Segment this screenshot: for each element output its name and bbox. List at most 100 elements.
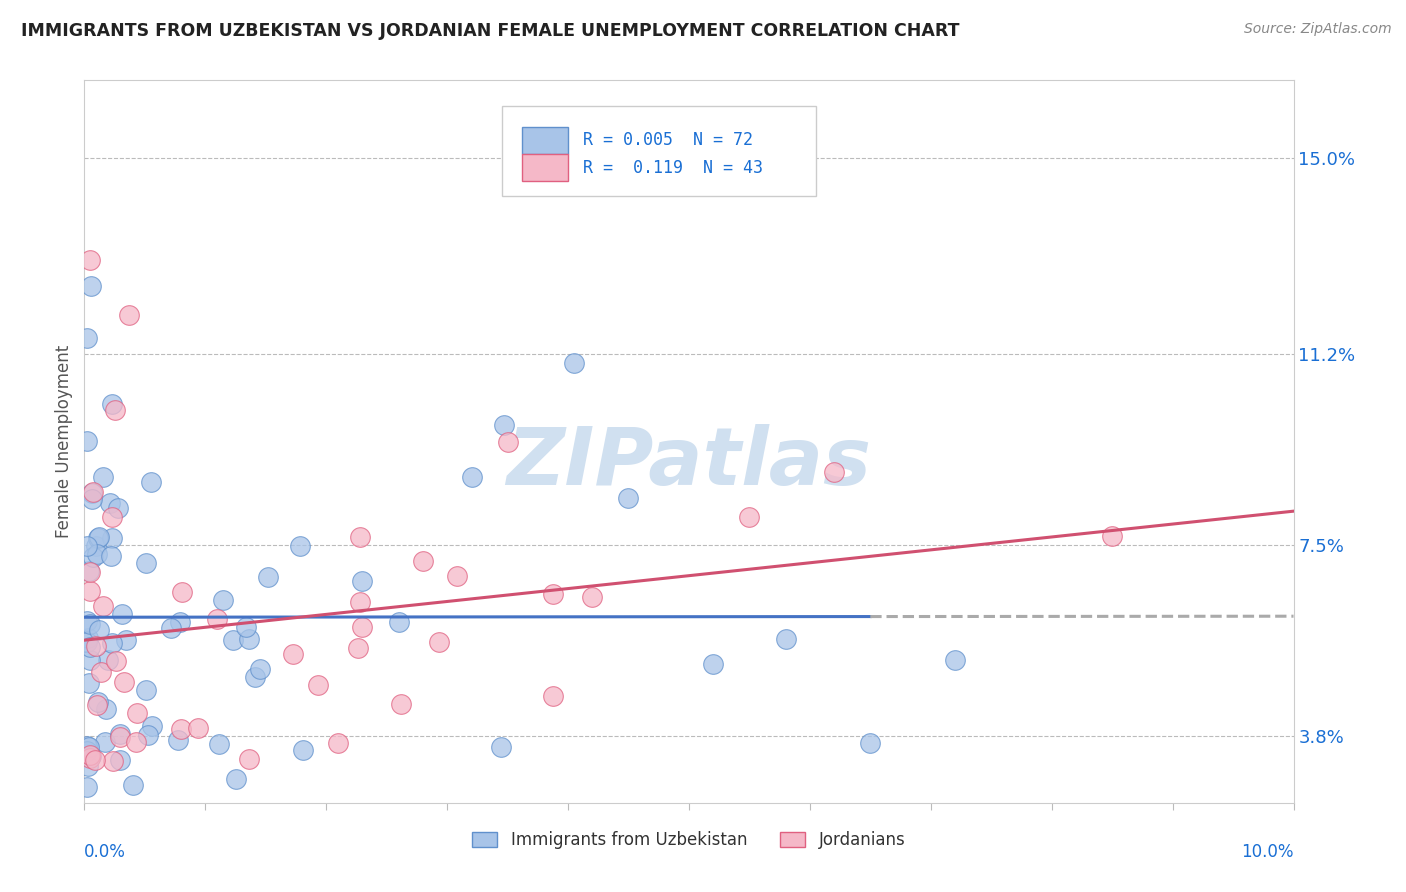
Point (101, 531, 124, 545)
Text: IMMIGRANTS FROM UZBEKISTAN VS JORDANIAN FEMALE UNEMPLOYMENT CORRELATION CHART: IMMIGRANTS FROM UZBEKISTAN VS JORDANIAN … (21, 22, 959, 40)
Point (86, 695, 108, 709)
Point (702, 657, 724, 671)
Point (79, 640, 101, 654)
Point (107, 500, 129, 515)
Point (76, 744, 98, 758)
Point (245, 671, 267, 685)
Point (76, 331, 98, 345)
Point (187, 721, 209, 735)
Y-axis label: Female Unemployment: Female Unemployment (55, 345, 73, 538)
Point (100, 549, 122, 563)
Point (350, 574, 373, 588)
Point (76, 614, 98, 628)
Point (76, 739, 98, 753)
Point (87, 623, 110, 637)
Point (127, 706, 149, 721)
Point (225, 772, 247, 786)
Point (541, 587, 564, 601)
Point (104, 653, 127, 667)
Point (77, 759, 100, 773)
Point (169, 615, 191, 630)
Point (101, 755, 124, 769)
Point (617, 491, 640, 505)
Point (222, 632, 245, 647)
Point (84, 640, 107, 654)
Point (80, 748, 103, 763)
Point (80, 491, 103, 506)
Point (80, 485, 103, 500)
Point (257, 570, 280, 584)
Point (118, 308, 141, 322)
Point (108, 731, 131, 745)
Text: Source: ZipAtlas.com: Source: ZipAtlas.com (1244, 22, 1392, 37)
Point (328, 736, 350, 750)
Point (76, 434, 98, 449)
Point (104, 403, 127, 417)
Point (76, 539, 98, 553)
FancyBboxPatch shape (502, 105, 815, 196)
FancyBboxPatch shape (522, 154, 568, 181)
Text: R = 0.005  N = 72: R = 0.005 N = 72 (582, 131, 752, 149)
Point (775, 632, 797, 647)
Point (160, 621, 183, 635)
Point (859, 736, 882, 750)
Point (307, 678, 329, 692)
Point (170, 585, 193, 599)
Point (135, 556, 157, 570)
Point (79, 565, 101, 579)
Point (84, 753, 107, 767)
Text: 0.0%: 0.0% (84, 843, 127, 861)
Point (288, 539, 311, 553)
Point (108, 726, 131, 740)
Point (346, 641, 368, 656)
Point (79, 616, 101, 631)
Point (494, 418, 516, 433)
Point (388, 615, 411, 629)
Point (90, 665, 112, 679)
Point (135, 682, 157, 697)
Point (86, 698, 108, 712)
Point (461, 470, 484, 484)
Point (100, 509, 122, 524)
Point (79, 653, 101, 667)
Point (427, 635, 450, 649)
Text: R =  0.119  N = 43: R = 0.119 N = 43 (582, 159, 762, 177)
Point (108, 752, 131, 766)
Point (170, 723, 193, 737)
Point (283, 647, 305, 661)
Point (77, 564, 100, 578)
Point (291, 743, 314, 757)
Point (111, 607, 134, 621)
Point (446, 568, 468, 582)
Point (76, 631, 98, 645)
Point (581, 590, 603, 604)
Point (77, 676, 100, 690)
Point (238, 752, 260, 766)
Point (541, 689, 564, 703)
Point (167, 733, 190, 747)
Point (943, 653, 966, 667)
Point (77, 739, 100, 754)
Point (86, 539, 108, 553)
FancyBboxPatch shape (522, 127, 568, 154)
Point (496, 434, 519, 449)
Point (208, 737, 231, 751)
Point (823, 465, 845, 479)
Point (389, 697, 412, 711)
Point (91, 469, 114, 483)
Point (79, 748, 101, 763)
Point (139, 475, 162, 489)
Point (101, 397, 124, 411)
Point (352, 620, 374, 634)
Point (238, 632, 260, 647)
Point (82, 550, 104, 565)
Point (80, 279, 103, 293)
Point (124, 735, 146, 749)
Point (89, 530, 111, 544)
Point (86, 531, 108, 545)
Point (738, 509, 761, 524)
Point (349, 595, 371, 609)
Point (122, 778, 145, 792)
Legend: Immigrants from Uzbekistan, Jordanians: Immigrants from Uzbekistan, Jordanians (465, 824, 912, 856)
Point (79, 252, 101, 267)
